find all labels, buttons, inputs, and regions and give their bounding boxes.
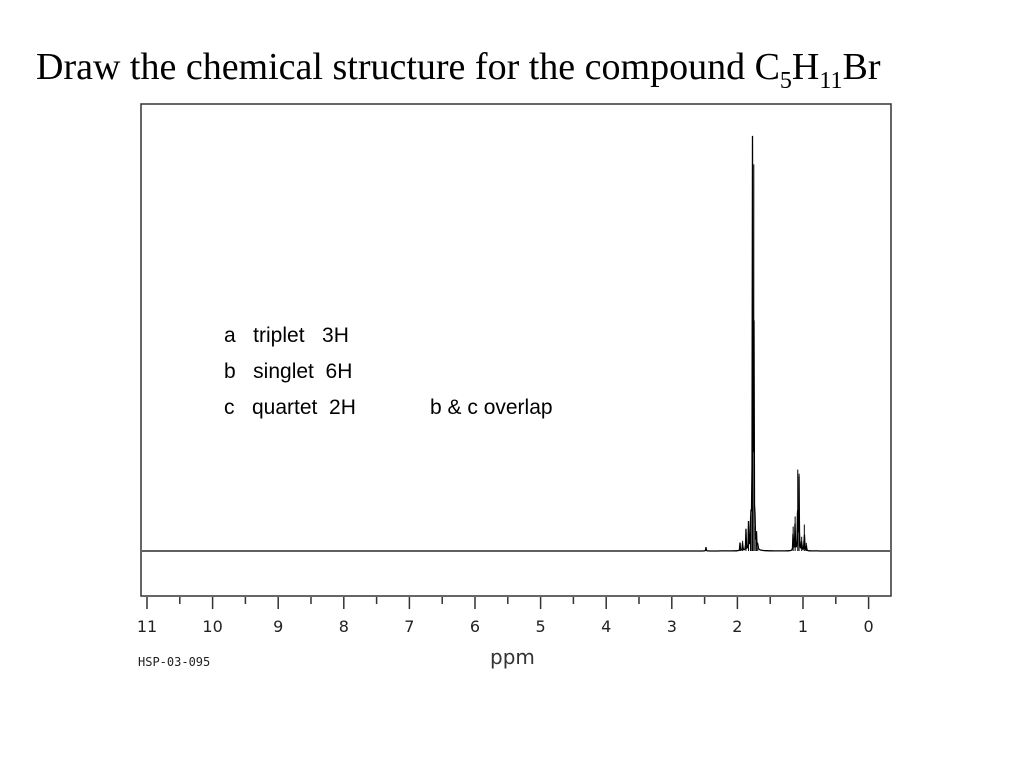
tick-label-3: 3 bbox=[667, 617, 677, 636]
tick-label-1: 1 bbox=[798, 617, 808, 636]
slide-title: Draw the chemical structure for the comp… bbox=[36, 44, 880, 95]
x-axis-label: ppm bbox=[490, 645, 535, 669]
tick-label-7: 7 bbox=[404, 617, 414, 636]
spectrum-id: HSP-03-095 bbox=[138, 655, 211, 669]
spectrum-trace bbox=[142, 135, 890, 552]
annotation-b: b singlet 6H bbox=[224, 360, 353, 383]
tick-label-6: 6 bbox=[470, 617, 480, 636]
tick-label-0: 0 bbox=[864, 617, 874, 636]
title-subscript-11: 11 bbox=[819, 68, 843, 94]
title-subscript-5: 5 bbox=[779, 68, 792, 94]
tick-label-5: 5 bbox=[536, 617, 546, 636]
tick-label-11: 11 bbox=[137, 617, 157, 636]
peak-annotations: a triplet 3H b singlet 6H c quartet 2H b … bbox=[224, 318, 553, 426]
tick-label-4: 4 bbox=[601, 617, 611, 636]
annotation-c: c quartet 2H bbox=[224, 396, 356, 419]
tick-label-8: 8 bbox=[339, 617, 349, 636]
overlap-note: b & c overlap bbox=[430, 396, 553, 419]
annotation-c-row: c quartet 2H b & c overlap bbox=[224, 390, 553, 426]
title-text: Draw the chemical structure for the comp… bbox=[36, 46, 780, 88]
tick-label-9: 9 bbox=[273, 617, 283, 636]
annotation-a: a triplet 3H bbox=[224, 324, 349, 347]
x-axis-ticks bbox=[146, 597, 870, 609]
plot-frame bbox=[140, 103, 892, 597]
tick-label-2: 2 bbox=[732, 617, 742, 636]
x-axis-tick-labels: 11 10 9 8 7 6 5 4 3 2 1 0 bbox=[137, 617, 874, 636]
title-br: Br bbox=[842, 46, 881, 88]
title-h: H bbox=[791, 46, 820, 88]
tick-label-10: 10 bbox=[202, 617, 222, 636]
